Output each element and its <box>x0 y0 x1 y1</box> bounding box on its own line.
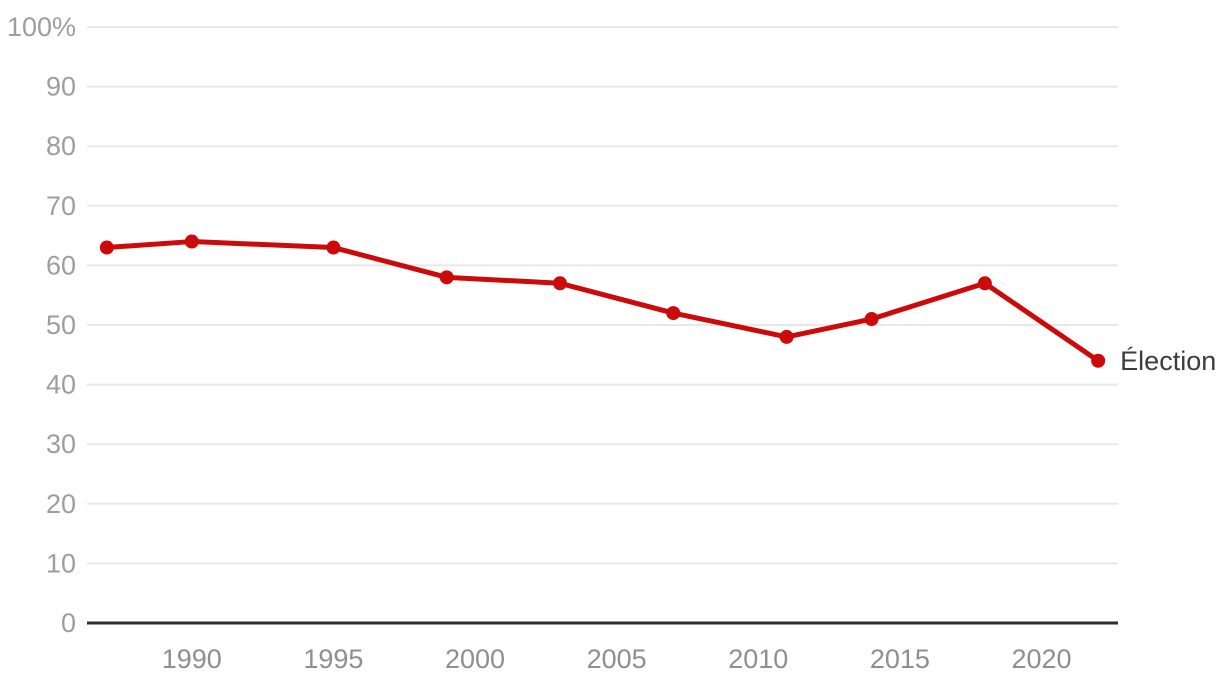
x-tick-label: 2020 <box>1011 644 1071 674</box>
data-point-marker <box>553 276 568 291</box>
data-point-marker <box>779 329 794 344</box>
x-tick-label: 2000 <box>445 644 505 674</box>
data-point-marker <box>977 276 992 291</box>
data-points <box>99 234 1106 368</box>
data-point-marker <box>326 240 341 255</box>
trend-line <box>104 239 1101 364</box>
y-tick-label: 60 <box>46 250 76 280</box>
y-tick-label: 90 <box>46 72 76 102</box>
data-point-marker <box>184 234 199 249</box>
y-tick-label: 80 <box>46 131 76 161</box>
y-tick-label: 100% <box>7 12 76 42</box>
y-tick-label: 40 <box>46 370 76 400</box>
y-tick-label: 20 <box>46 489 76 519</box>
data-point-marker <box>439 270 454 285</box>
x-tick-label: 2015 <box>870 644 930 674</box>
y-axis-labels: 0 10 20 30 40 50 60 70 80 90 100% <box>7 12 76 638</box>
series-end-label: Élection <box>1120 346 1216 376</box>
y-tick-label: 50 <box>46 310 76 340</box>
y-tick-label: 70 <box>46 191 76 221</box>
x-tick-label: 1990 <box>162 644 222 674</box>
y-tick-label: 10 <box>46 548 76 578</box>
gridlines <box>87 26 1118 565</box>
data-point-marker <box>1091 353 1106 368</box>
y-tick-label: 0 <box>61 608 76 638</box>
data-point-marker <box>666 306 681 321</box>
x-tick-label: 2005 <box>587 644 647 674</box>
series-end-label-text: Élection <box>1120 346 1216 376</box>
y-tick-label: 30 <box>46 429 76 459</box>
data-point-marker <box>99 240 114 255</box>
data-point-marker <box>864 312 879 327</box>
x-axis-labels: 1990 1995 2000 2005 2010 2015 2020 <box>162 644 1072 674</box>
x-tick-label: 2010 <box>728 644 788 674</box>
turnout-line <box>104 239 1101 364</box>
x-tick-label: 1995 <box>303 644 363 674</box>
